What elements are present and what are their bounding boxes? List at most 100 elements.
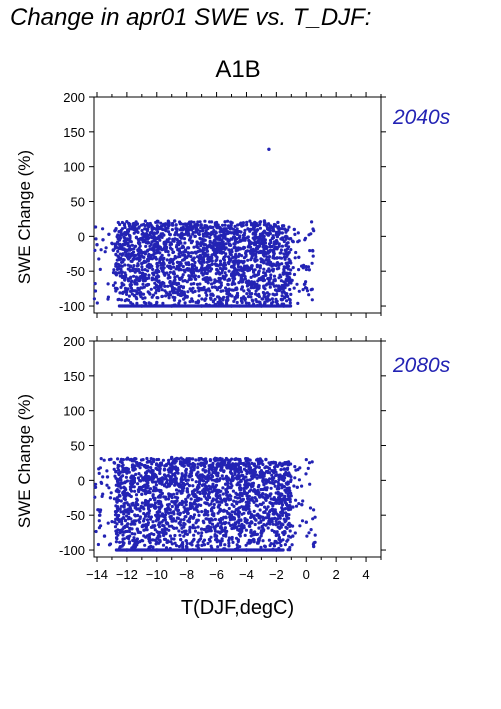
data-point [202, 285, 206, 289]
data-point [204, 485, 208, 489]
data-point [213, 221, 217, 225]
data-point [170, 519, 174, 523]
data-point [310, 460, 314, 464]
data-point [242, 463, 246, 467]
data-point [256, 287, 260, 291]
data-point [199, 226, 203, 230]
data-point [273, 501, 277, 505]
data-point [147, 273, 151, 277]
data-point [186, 231, 190, 235]
data-point [264, 273, 268, 277]
data-point [198, 477, 202, 481]
data-point [289, 304, 293, 308]
data-point [288, 272, 292, 276]
point-cloud-2040s [92, 219, 316, 308]
data-point [167, 524, 171, 528]
data-point [169, 514, 173, 518]
data-point [98, 267, 102, 271]
data-point [174, 544, 179, 548]
data-point [158, 507, 162, 511]
data-point [239, 299, 243, 303]
data-point [149, 504, 153, 508]
data-point [203, 219, 207, 223]
data-point [119, 298, 124, 302]
data-point [217, 276, 221, 280]
data-point [243, 231, 247, 235]
data-point [232, 499, 236, 503]
data-point [132, 536, 136, 540]
data-point [224, 286, 228, 290]
data-point [140, 286, 144, 290]
data-point [289, 248, 293, 252]
data-point [180, 246, 184, 250]
data-point [245, 521, 249, 525]
data-point [233, 246, 237, 250]
data-point [192, 494, 196, 498]
data-point [250, 264, 254, 268]
data-point [247, 501, 251, 505]
data-point [279, 248, 283, 252]
data-point [252, 500, 256, 504]
data-point [292, 227, 296, 232]
data-point [271, 267, 276, 271]
data-point [248, 292, 252, 296]
data-point [135, 292, 139, 296]
data-point [245, 491, 249, 495]
data-point [118, 236, 122, 240]
data-point [230, 535, 234, 540]
data-point [268, 285, 272, 289]
data-point [173, 541, 177, 545]
data-point [218, 464, 222, 468]
data-point [215, 255, 219, 259]
data-point [136, 482, 140, 486]
data-point [268, 245, 272, 249]
data-point [112, 461, 116, 465]
data-point [119, 264, 123, 268]
data-point [243, 533, 247, 538]
data-point [190, 263, 194, 267]
data-point [140, 265, 144, 269]
data-point [168, 270, 172, 274]
data-point [168, 492, 172, 496]
data-point [196, 242, 200, 246]
data-point [153, 255, 157, 259]
data-point [233, 272, 237, 276]
data-point [248, 241, 252, 245]
data-point [180, 530, 184, 534]
data-point [254, 298, 258, 302]
data-point [155, 240, 159, 244]
data-point [239, 461, 243, 465]
data-point [174, 499, 178, 503]
data-point [210, 253, 215, 257]
data-point [187, 457, 191, 461]
data-point [153, 236, 157, 240]
data-point [202, 513, 206, 517]
data-point [209, 296, 213, 300]
data-point [277, 496, 281, 500]
data-point [273, 279, 277, 283]
data-point [198, 473, 202, 477]
data-point [306, 466, 310, 470]
data-point [235, 502, 239, 506]
data-point [289, 292, 293, 296]
data-point [277, 535, 281, 540]
data-point [179, 268, 183, 272]
x-axis-label: T(DJF,degC) [181, 597, 294, 619]
data-point [226, 486, 230, 490]
data-point [186, 495, 190, 499]
data-point [261, 480, 265, 484]
data-point [225, 529, 229, 534]
data-point [192, 220, 196, 224]
data-point [261, 516, 265, 520]
data-point [117, 468, 121, 472]
data-point [124, 239, 128, 243]
data-point [166, 250, 170, 254]
data-point [279, 275, 283, 279]
data-point [246, 295, 251, 299]
data-point [174, 519, 178, 523]
x-tick-label: −14 [86, 567, 108, 582]
data-point [153, 498, 157, 502]
data-point [266, 505, 270, 509]
data-point [286, 538, 290, 542]
data-point [251, 253, 255, 257]
